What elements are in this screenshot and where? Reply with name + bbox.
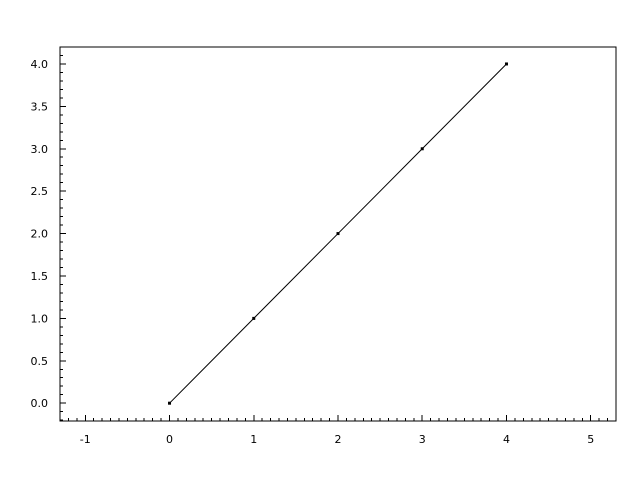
y-tick-label: 4.0 (31, 58, 49, 71)
y-tick-label: 2.5 (31, 185, 49, 198)
y-tick-label: 2.0 (31, 228, 49, 241)
y-tick-label: 1.5 (31, 270, 49, 283)
data-point (504, 62, 508, 66)
x-tick-label: 3 (419, 433, 426, 446)
x-tick-label: 2 (335, 433, 342, 446)
y-tick-label: 3.5 (31, 100, 49, 113)
x-tick-label: 4 (503, 433, 510, 446)
data-point (168, 401, 172, 405)
x-tick-label: 1 (250, 433, 257, 446)
x-tick-label: 0 (166, 433, 173, 446)
data-point (420, 147, 424, 151)
x-tick-label: 5 (587, 433, 594, 446)
y-tick-label: 0.0 (31, 397, 49, 410)
y-tick-label: 1.0 (31, 312, 49, 325)
data-point (252, 316, 256, 320)
data-point (336, 232, 340, 236)
x-tick-label: -1 (80, 433, 91, 446)
y-tick-label: 0.5 (31, 355, 49, 368)
y-tick-label: 3.0 (31, 143, 49, 156)
